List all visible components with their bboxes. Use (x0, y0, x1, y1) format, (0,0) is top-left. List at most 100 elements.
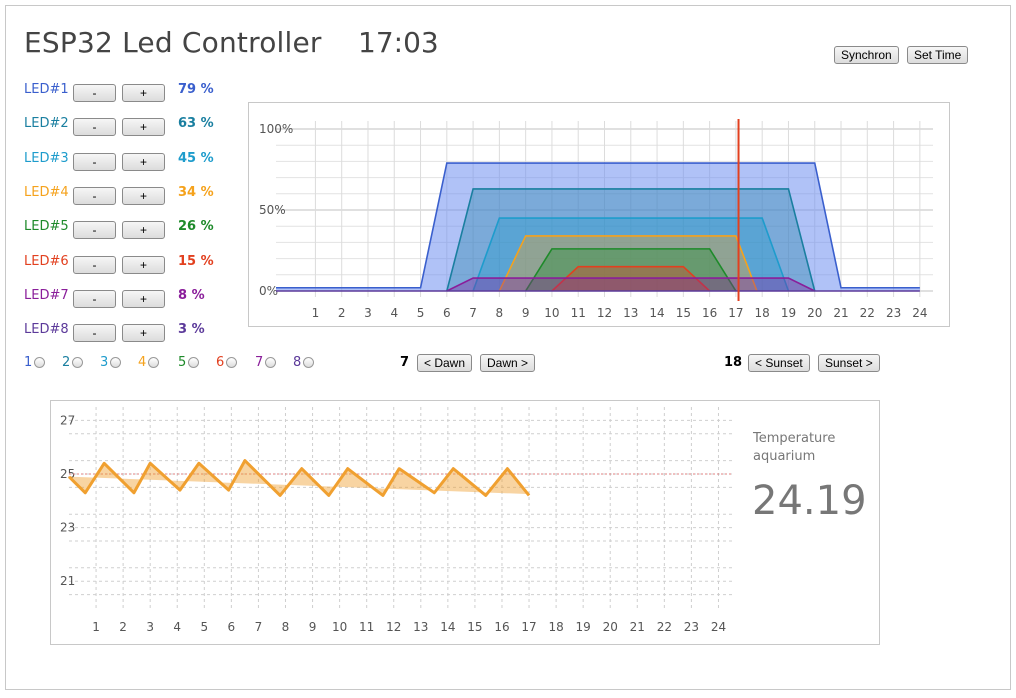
led-selector-4[interactable]: 4 (138, 355, 160, 370)
x-tick-label: 10 (332, 620, 347, 634)
x-tick-label: 8 (282, 620, 290, 634)
led-label-2: LED#2 (24, 116, 69, 132)
radio-icon[interactable] (72, 357, 84, 368)
x-tick-label: 23 (684, 620, 699, 634)
led-4-minus-button[interactable]: - (73, 186, 116, 205)
radio-icon[interactable] (303, 357, 315, 368)
radio-icon[interactable] (34, 357, 46, 368)
led-1-percent: 79 % (178, 82, 214, 97)
x-tick-label: 24 (912, 306, 927, 320)
x-tick-label: 8 (496, 306, 504, 320)
radio-icon[interactable] (148, 357, 160, 368)
temperature-svg: 1 2 3 4 5 6 7 8 9 10 11 12 13 14 15 16 17 18 19 20 21 22 23 242… (60, 407, 732, 634)
radio-icon[interactable] (188, 357, 200, 368)
led-schedule-chart: 1 2 3 4 5 6 7 8 9 10 11 12 13 14 15 16 17 18 19 20 21 22 23 24 0… (248, 102, 950, 327)
dawn-next-button[interactable]: Dawn > (480, 354, 536, 372)
led-selector-label: 6 (216, 355, 225, 370)
led-selector-2[interactable]: 2 (62, 355, 84, 370)
dawn-value: 7 (400, 355, 410, 370)
led-5-plus-button[interactable]: + (122, 221, 165, 240)
x-tick-label: 15 (676, 306, 691, 320)
x-tick-label: 13 (623, 306, 638, 320)
radio-icon[interactable] (110, 357, 122, 368)
led-4-area (499, 235, 757, 291)
led-6-area (551, 266, 710, 291)
led-3-plus-button[interactable]: + (122, 152, 165, 171)
led-5-area (525, 248, 736, 291)
led-1-minus-button[interactable]: - (73, 84, 116, 102)
x-tick-label: 6 (443, 306, 451, 320)
led-label-3: LED#3 (24, 150, 69, 166)
led-4-plus-button[interactable]: + (122, 186, 165, 205)
x-tick-label: 18 (548, 620, 563, 634)
set-time-button[interactable]: Set Time (907, 46, 969, 64)
x-tick-label: 21 (833, 306, 848, 320)
led-selector-8[interactable]: 8 (293, 355, 315, 370)
x-tick-label: 6 (228, 620, 236, 634)
current-time: 17:03 (358, 26, 439, 59)
radio-icon[interactable] (265, 357, 277, 368)
led-8-minus-button[interactable]: - (73, 324, 116, 343)
x-tick-label: 16 (702, 306, 717, 320)
led-5-line (524, 248, 737, 292)
x-tick-label: 19 (576, 620, 591, 634)
x-tick-label: 1 (92, 620, 100, 634)
x-tick-label: 13 (413, 620, 428, 634)
x-tick-label: 1 (312, 306, 320, 320)
radio-icon[interactable] (226, 357, 238, 368)
led-selector-3[interactable]: 3 (100, 355, 122, 370)
led-8-plus-button[interactable]: + (122, 324, 165, 343)
led-5-minus-button[interactable]: - (73, 221, 116, 240)
led-schedule-svg: 1 2 3 4 5 6 7 8 9 10 11 12 13 14 15 16 17 18 19 20 21 22 23 240… (259, 119, 933, 320)
synchron-button[interactable]: Synchron (834, 46, 899, 64)
x-tick-label: 15 (467, 620, 482, 634)
x-tick-label: 11 (571, 306, 586, 320)
led-6-plus-button[interactable]: + (122, 255, 165, 274)
x-tick-label: 11 (359, 620, 374, 634)
led-7-area (446, 278, 815, 291)
led-2-line (446, 188, 816, 292)
temperature-label: Temperature aquarium (753, 431, 836, 464)
x-tick-label: 9 (522, 306, 530, 320)
led-selector-5[interactable]: 5 (178, 355, 200, 370)
led-selector-label: 2 (62, 355, 71, 370)
led-7-plus-button[interactable]: + (122, 289, 165, 308)
x-tick-label: 5 (200, 620, 208, 634)
led-6-line (551, 265, 711, 292)
led-7-percent: 8 % (178, 287, 205, 303)
led-label-6: LED#6 (24, 253, 69, 269)
x-tick-label: 24 (711, 620, 726, 634)
y-tick-label: 100% (259, 122, 293, 136)
x-tick-label: 4 (390, 306, 398, 320)
x-tick-label: 21 (630, 620, 645, 634)
x-tick-label: 7 (469, 306, 477, 320)
led-2-minus-button[interactable]: - (73, 118, 116, 137)
dawn-prev-button[interactable]: < Dawn (417, 354, 473, 372)
led-8-percent: 3 % (178, 322, 205, 338)
led-selector-label: 7 (255, 355, 264, 370)
page-title: ESP32 Led Controller (24, 26, 322, 59)
x-tick-label: 20 (807, 306, 822, 320)
led-3-line (472, 217, 790, 292)
y-tick-label: 0% (259, 284, 278, 298)
led-selector-6[interactable]: 6 (216, 355, 238, 370)
x-tick-label: 20 (603, 620, 618, 634)
led-7-line (446, 277, 816, 292)
page-frame (5, 5, 1011, 690)
led-3-minus-button[interactable]: - (73, 152, 116, 171)
led-1-area (276, 163, 920, 291)
led-6-minus-button[interactable]: - (73, 255, 116, 274)
x-tick-label: 4 (173, 620, 181, 634)
led-2-plus-button[interactable]: + (122, 118, 165, 137)
led-selector-1[interactable]: 1 (24, 355, 46, 370)
led-1-plus-button[interactable]: + (122, 84, 165, 102)
led-selector-label: 1 (24, 355, 33, 370)
x-tick-label: 5 (417, 306, 425, 320)
sunset-prev-button[interactable]: < Sunset (748, 354, 810, 372)
sunset-next-button[interactable]: Sunset > (818, 354, 880, 372)
led-6-percent: 15 % (178, 253, 214, 269)
led-selector-7[interactable]: 7 (255, 355, 277, 370)
x-tick-label: 2 (338, 306, 346, 320)
x-tick-label: 18 (755, 306, 770, 320)
led-7-minus-button[interactable]: - (73, 289, 116, 308)
